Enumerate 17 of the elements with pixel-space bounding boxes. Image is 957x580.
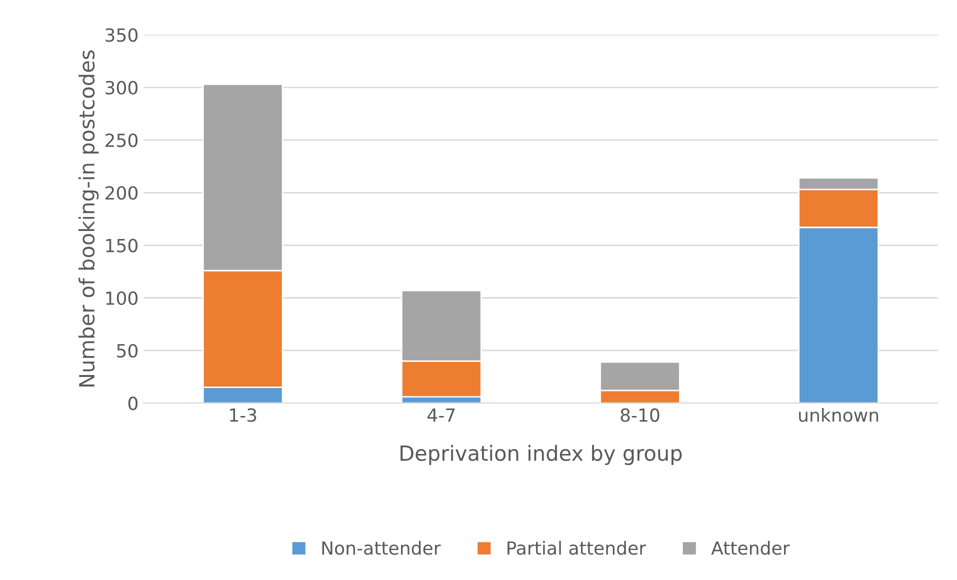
y-axis-title: Number of booking-in postcodes <box>78 50 99 387</box>
y-tick-label: 150 <box>106 238 138 252</box>
x-axis-title: Deprivation index by group <box>400 444 682 466</box>
y-tick-label: 100 <box>106 291 138 305</box>
y-tick-label: 0 <box>128 396 138 410</box>
x-tick-label: unknown <box>799 408 878 422</box>
y-tick-label: 50 <box>117 344 138 358</box>
y-tick-label: 200 <box>106 186 138 200</box>
x-tick-label: 1-3 <box>230 408 256 422</box>
legend-label: Non-attender <box>322 540 441 555</box>
x-tick-label: 8-10 <box>620 408 660 422</box>
x-tick-label: 4-7 <box>428 408 455 422</box>
legend-label: Partial attender <box>508 540 646 555</box>
y-tick-label: 350 <box>106 28 138 42</box>
y-tick-label: 250 <box>106 133 138 148</box>
legend-label: Attender <box>711 540 790 555</box>
y-tick-label: 300 <box>106 80 138 95</box>
